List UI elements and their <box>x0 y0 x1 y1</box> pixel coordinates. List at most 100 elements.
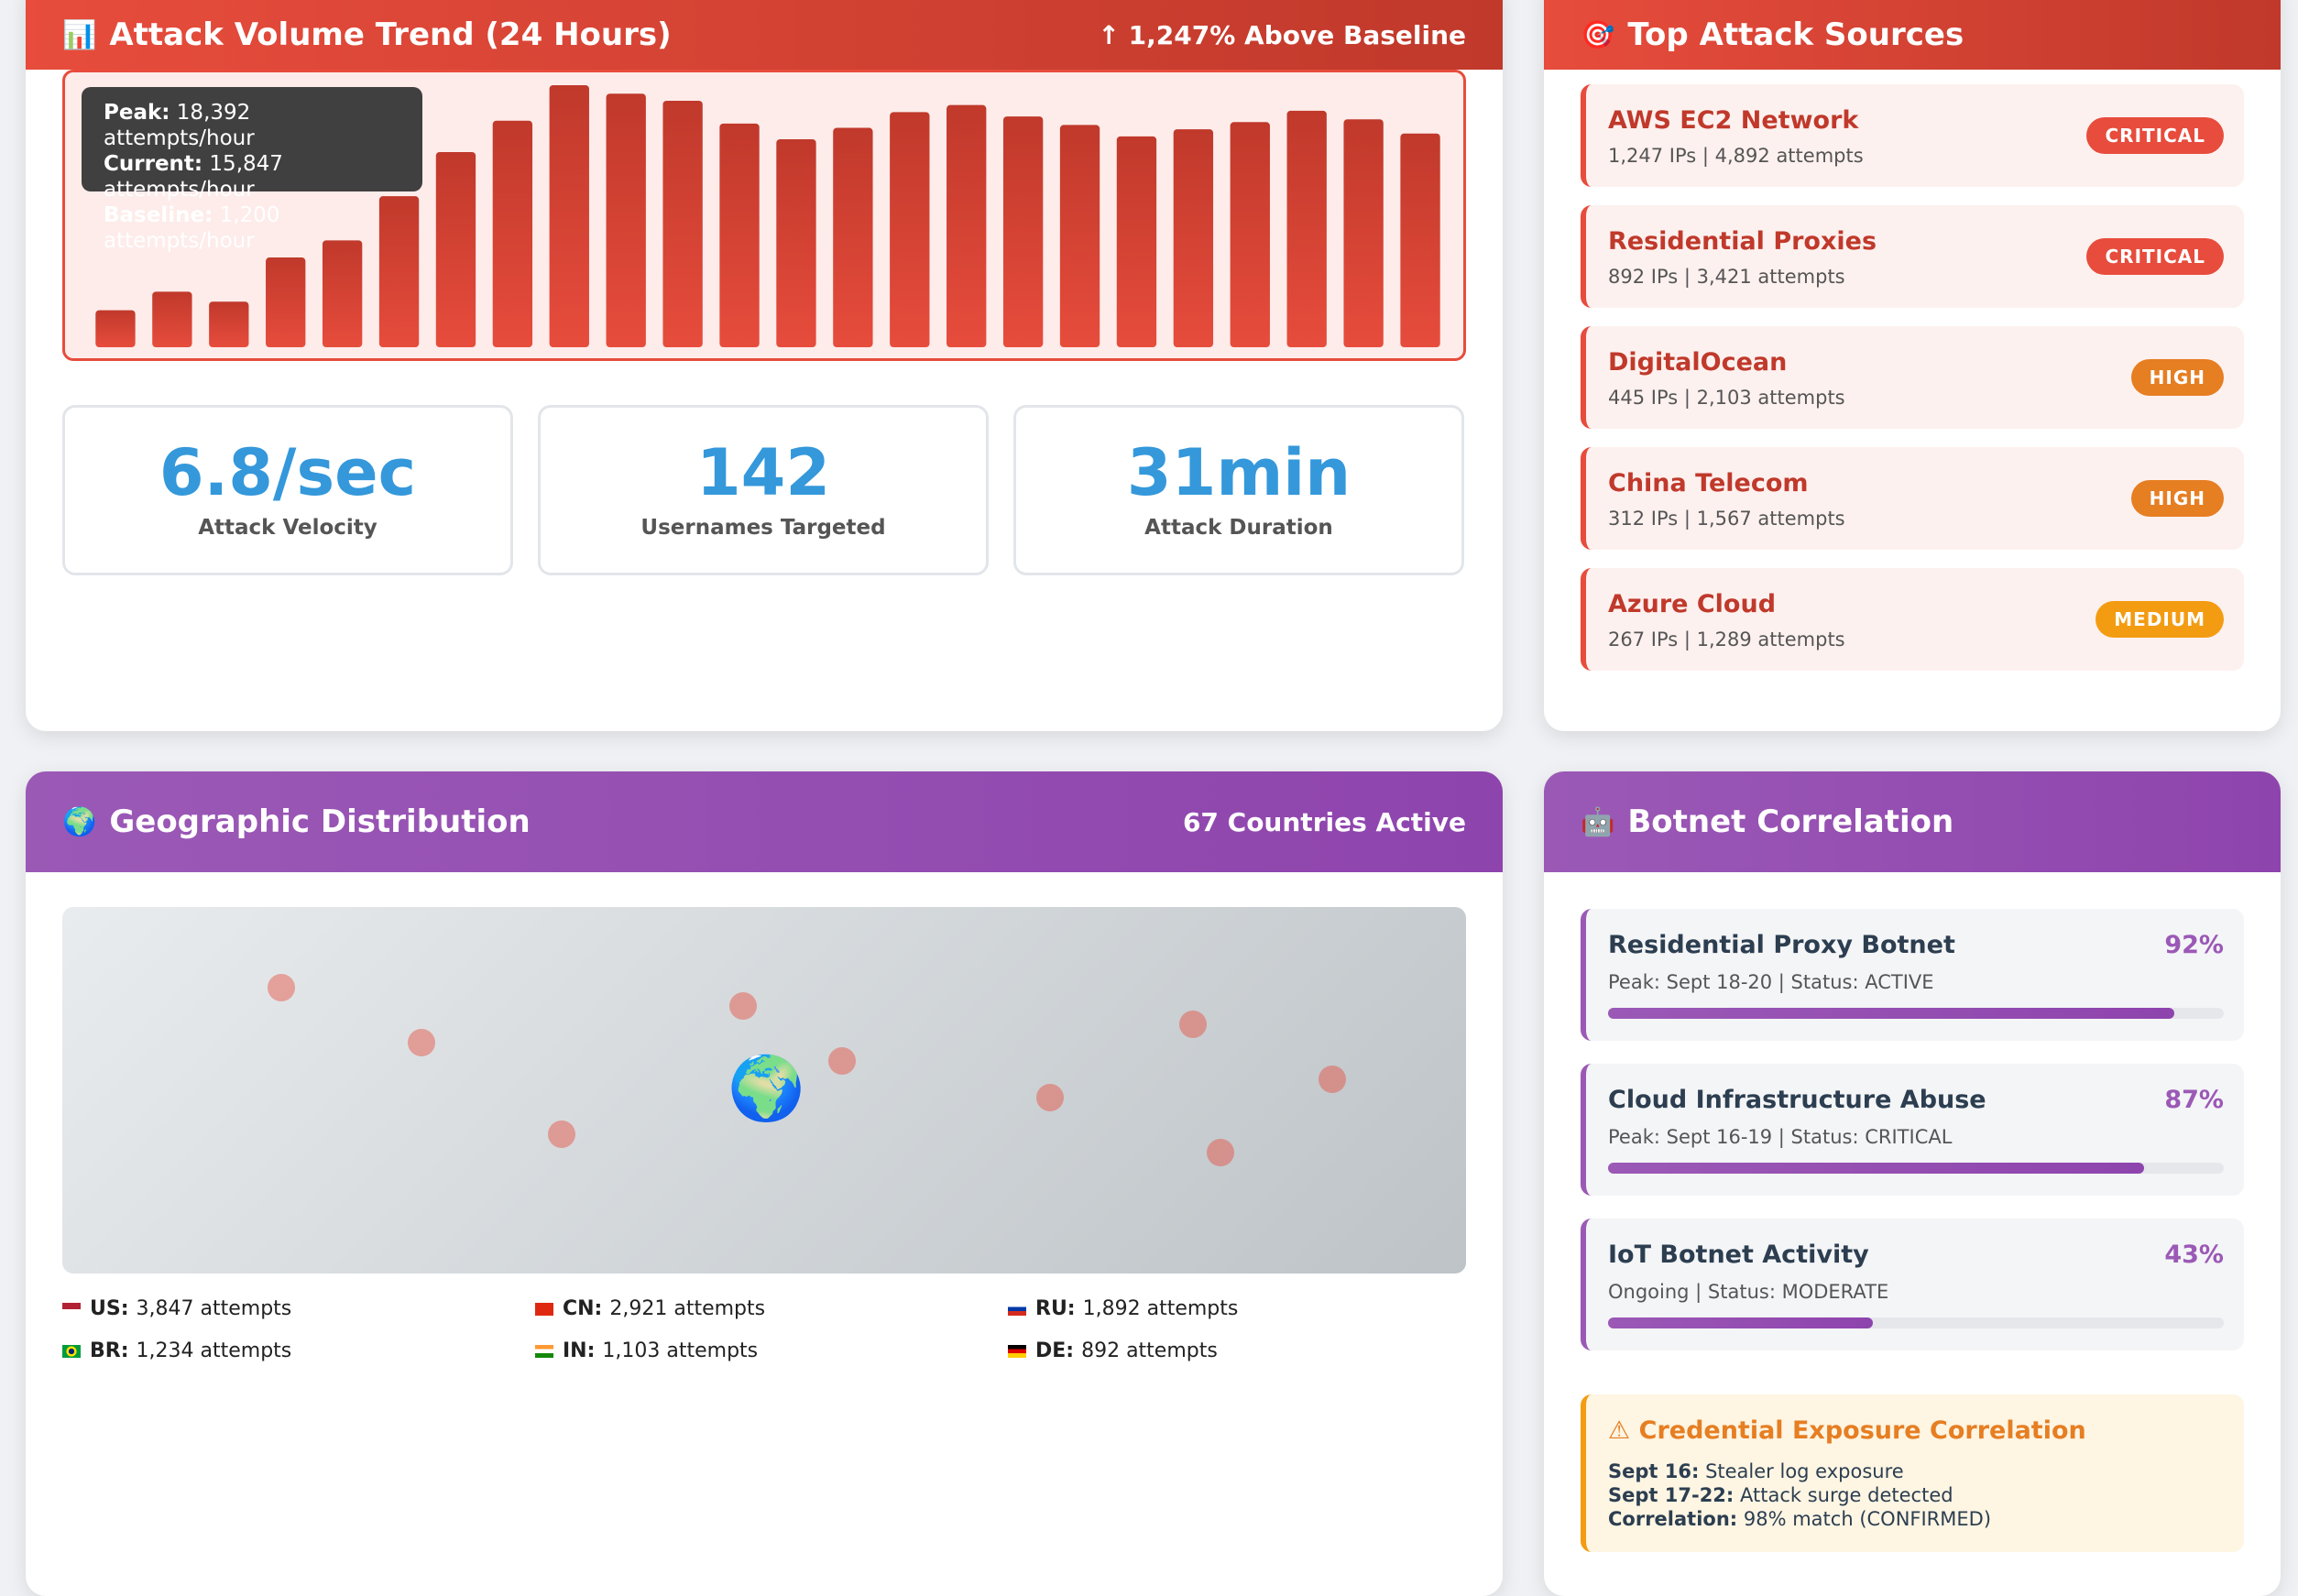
tooltip-baseline-label: Baseline: <box>104 203 213 227</box>
chart-bar[interactable] <box>1400 133 1440 347</box>
source-name: China Telecom <box>1608 469 1809 497</box>
chart-bar[interactable] <box>266 257 306 347</box>
severity-badge: HIGH <box>2130 359 2224 396</box>
chart-bar[interactable] <box>95 310 136 347</box>
chart-bar[interactable] <box>833 127 873 347</box>
botnet-item-cloud-infrastructure[interactable]: Cloud Infrastructure Abuse 87% Peak: Sep… <box>1581 1064 2244 1196</box>
countries-active: 67 Countries Active <box>1182 806 1466 837</box>
country-value: 1,892 attempts <box>1082 1297 1239 1320</box>
world-map: 🌍 <box>62 907 1466 1274</box>
severity-badge: CRITICAL <box>2086 117 2224 154</box>
geo-panel: 🌍 Geographic Distribution 67 Countries A… <box>26 771 1503 1596</box>
attack-hotspot[interactable] <box>1036 1084 1064 1111</box>
country-code: BR: <box>90 1339 129 1362</box>
source-detail: 267 IPs | 1,289 attempts <box>1608 629 1845 650</box>
alert-line-label: Correlation: <box>1608 1508 1738 1530</box>
severity-badge: CRITICAL <box>2086 238 2224 275</box>
chart-bar[interactable] <box>152 291 192 347</box>
chart-bar[interactable] <box>378 196 420 347</box>
attack-hotspot[interactable] <box>268 974 295 1001</box>
chart-bar[interactable] <box>322 240 363 347</box>
source-name: DigitalOcean <box>1608 348 1788 377</box>
attack-hotspot[interactable] <box>1179 1011 1207 1038</box>
tooltip-peak-label: Peak: <box>104 101 170 125</box>
country-code: RU: <box>1035 1297 1076 1320</box>
attack-hotspot[interactable] <box>1207 1139 1234 1166</box>
attack-volume-header: 📊 Attack Volume Trend (24 Hours) ↑ 1,247… <box>26 0 1503 70</box>
geo-header: 🌍 Geographic Distribution 67 Countries A… <box>26 771 1503 872</box>
warning-icon: ⚠ <box>1608 1416 1631 1445</box>
severity-badge: HIGH <box>2130 480 2224 517</box>
botnet-item-iot[interactable]: IoT Botnet Activity 43% Ongoing | Status… <box>1581 1219 2244 1350</box>
country-code: US: <box>90 1297 129 1320</box>
chart-bar[interactable] <box>1173 129 1214 347</box>
country-us: US: 3,847 attempts <box>62 1297 291 1320</box>
country-value: 892 attempts <box>1081 1339 1218 1362</box>
confidence-bar <box>1608 1008 2224 1019</box>
country-value: 3,847 attempts <box>136 1297 292 1320</box>
geo-title-text: Geographic Distribution <box>109 803 531 840</box>
stat-label: Usernames Targeted <box>640 516 886 540</box>
botnet-percent: 92% <box>2164 931 2224 959</box>
attack-hotspot[interactable] <box>729 992 757 1020</box>
stat-value: 6.8/sec <box>159 435 417 510</box>
source-name: AWS EC2 Network <box>1608 106 1859 135</box>
source-item-azure[interactable]: Azure Cloud 267 IPs | 1,289 attempts MED… <box>1581 568 2244 671</box>
source-item-aws[interactable]: AWS EC2 Network 1,247 IPs | 4,892 attemp… <box>1581 84 2244 187</box>
alert-line-label: Sept 16: <box>1608 1460 1700 1482</box>
attack-hotspot[interactable] <box>1319 1066 1346 1093</box>
botnet-name: Cloud Infrastructure Abuse <box>1608 1086 1986 1114</box>
chart-bar[interactable] <box>1002 116 1044 347</box>
source-item-digitalocean[interactable]: DigitalOcean 445 IPs | 2,103 attempts HI… <box>1581 326 2244 429</box>
country-cn: CN: 2,921 attempts <box>535 1297 765 1320</box>
confidence-bar-fill <box>1608 1317 1873 1328</box>
country-code: DE: <box>1035 1339 1075 1362</box>
attack-hotspot[interactable] <box>828 1047 856 1075</box>
chart-bar[interactable] <box>719 123 760 347</box>
alert-line-text: Attack surge detected <box>1740 1484 1953 1506</box>
tooltip-current-value: 15,847 attempts/hour <box>104 152 283 202</box>
botnet-header: 🤖 Botnet Correlation <box>1544 771 2281 872</box>
botnet-item-residential-proxy[interactable]: Residential Proxy Botnet 92% Peak: Sept … <box>1581 909 2244 1041</box>
tooltip-current-label: Current: <box>104 152 203 176</box>
chart-bar[interactable] <box>776 138 816 347</box>
chart-bar[interactable] <box>1343 119 1384 347</box>
robot-icon: 🤖 <box>1581 805 1615 838</box>
attack-volume-chart: Peak: 18,392 attempts/hour Current: 15,8… <box>62 70 1466 361</box>
alert-title: ⚠ Credential Exposure Correlation <box>1608 1416 2086 1445</box>
chart-bar[interactable] <box>1116 136 1157 347</box>
source-item-china-telecom[interactable]: China Telecom 312 IPs | 1,567 attempts H… <box>1581 447 2244 550</box>
flag-cn-icon <box>535 1302 553 1316</box>
source-item-residential-proxies[interactable]: Residential Proxies 892 IPs | 3,421 atte… <box>1581 205 2244 308</box>
top-sources-header: 🎯 Top Attack Sources <box>1544 0 2281 70</box>
tooltip-peak-value: 18,392 attempts/hour <box>104 101 255 150</box>
flag-us-icon <box>62 1302 81 1316</box>
attack-hotspot[interactable] <box>408 1029 435 1056</box>
chart-bar[interactable] <box>1286 110 1327 347</box>
chart-bar[interactable] <box>662 100 703 347</box>
chart-bar[interactable] <box>549 85 589 347</box>
chart-bar[interactable] <box>492 120 533 347</box>
chart-bar[interactable] <box>1059 125 1100 347</box>
country-code: IN: <box>563 1339 596 1362</box>
botnet-percent: 87% <box>2164 1086 2224 1114</box>
target-icon: 🎯 <box>1581 18 1615 51</box>
country-code: CN: <box>563 1297 603 1320</box>
chart-bar[interactable] <box>1230 122 1270 347</box>
stat-value: 31min <box>1126 435 1351 510</box>
chart-bar[interactable] <box>435 151 476 347</box>
chart-bar[interactable] <box>947 104 987 347</box>
top-sources-panel: 🎯 Top Attack Sources AWS EC2 Network 1,2… <box>1544 0 2281 731</box>
chart-bar[interactable] <box>606 93 646 347</box>
baseline-increase: ↑ 1,247% Above Baseline <box>1098 19 1466 50</box>
flag-br-icon <box>62 1344 81 1358</box>
alert-line: Correlation: 98% match (CONFIRMED) <box>1608 1508 1991 1530</box>
stat-card-duration: 31min Attack Duration <box>1013 405 1464 575</box>
source-detail: 892 IPs | 3,421 attempts <box>1608 266 1845 288</box>
country-br: BR: 1,234 attempts <box>62 1339 291 1362</box>
attack-volume-bars <box>95 85 1440 347</box>
alert-line: Sept 17-22: Attack surge detected <box>1608 1484 1953 1506</box>
chart-bar[interactable] <box>209 301 249 347</box>
attack-hotspot[interactable] <box>548 1120 575 1148</box>
chart-bar[interactable] <box>890 112 930 347</box>
